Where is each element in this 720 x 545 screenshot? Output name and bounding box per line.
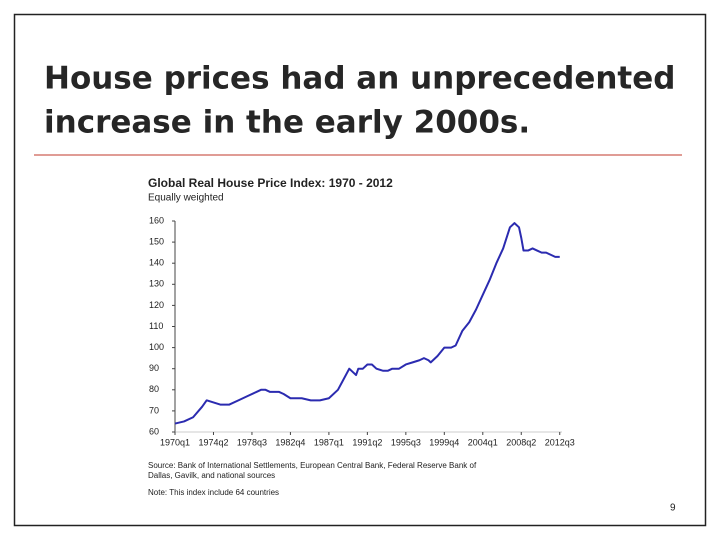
y-tick-label: 80 (149, 384, 159, 394)
slide-border (13, 13, 707, 527)
page-number: 9 (670, 503, 676, 514)
line-series (174, 222, 560, 425)
x-tick-label: 1974q2 (198, 437, 228, 447)
x-tick-label: 1995q3 (391, 437, 421, 447)
y-tick-label: 160 (149, 215, 164, 225)
y-tick-label: 110 (149, 321, 163, 331)
x-tick-label: 1991q2 (352, 437, 382, 447)
y-tick-label: 70 (149, 405, 159, 415)
chart-title: Global Real House Price Index: 1970 - 20… (148, 176, 393, 190)
source: Source: Bank of International Settlement… (148, 461, 477, 470)
x-tick-label: 2004q1 (468, 437, 498, 447)
x-tick-label: 1987q1 (314, 437, 344, 447)
x-tick-label: 1982q4 (275, 437, 305, 447)
y-tick-label: 60 (149, 426, 159, 436)
slide-title: increase in the early 2000s. (44, 105, 530, 141)
x-tick-label: 1999q4 (429, 437, 459, 447)
y-tick-label: 130 (149, 279, 164, 289)
y-tick-label: 140 (149, 258, 164, 268)
chart-subtitle: Equally weighted (148, 193, 224, 204)
x-tick-label: 2012q3 (545, 437, 575, 447)
y-tick-label: 100 (149, 342, 164, 352)
x-tick-label: 2008q2 (506, 437, 536, 447)
slide-title: House prices had an unprecedented (44, 61, 675, 97)
y-tick-label: 90 (149, 363, 159, 373)
y-tick-label: 120 (149, 300, 164, 310)
plot: 60 70 80 90 100 110 120 130 140 150 160 1970q1 1974q… (149, 215, 575, 447)
x-tick-label: 1970q1 (160, 437, 190, 447)
y-tick-label: 150 (149, 236, 164, 246)
x-tick-label: 1978q3 (237, 437, 267, 447)
note: Note: This index include 64 countries (148, 488, 279, 497)
source: Dallas, Gavilk, and national sources (148, 471, 275, 480)
